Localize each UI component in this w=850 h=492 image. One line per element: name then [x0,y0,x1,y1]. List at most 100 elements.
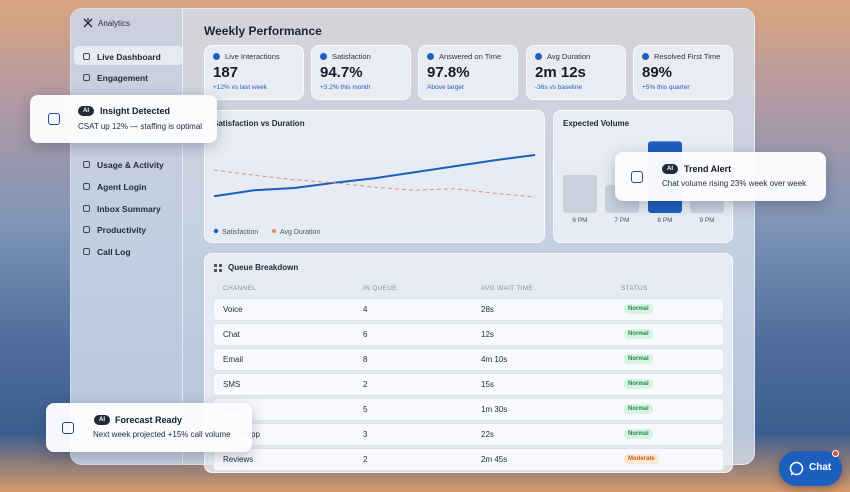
brand: Analytics [98,19,131,28]
nav-item[interactable]: Usage & Activity [97,160,164,170]
line [213,169,536,198]
table-cell: 12s [481,330,494,339]
legend-swatch [213,228,219,234]
nav-active [74,46,183,65]
kpi-card [526,45,626,100]
nav-item[interactable]: Engagement [97,73,149,83]
legend-label: Avg Duration [280,229,320,236]
table-row [213,298,724,321]
nav-item[interactable]: Productivity [97,225,147,235]
status-pill: Normal [624,329,653,339]
x-tick-label: 7 PM [614,217,629,224]
kpi-icon [535,53,542,60]
table-row [213,348,724,371]
legend-label: Satisfaction [222,229,258,236]
alert-text: Next week projected +15% call volume [93,430,231,439]
kpi-value: 94.7% [320,64,363,81]
alert-card: AI Forecast Ready Next week projected +15%… [46,403,252,452]
table-row [213,448,724,471]
table-cell: Email [223,355,244,364]
table-cell: Reviews [223,455,254,464]
chart-title: Expected Volume [563,119,630,128]
kpi-icon [213,53,220,60]
alert-text: Chat volume rising 23% week over week [662,179,807,188]
kpi-delta: +5% this quarter [642,84,690,91]
ai-badge: AI [94,415,110,425]
legend-swatch [271,228,277,234]
kpi-delta: -36s vs baseline [535,84,582,91]
status-pill: Normal [624,429,653,439]
kpi-card [633,45,733,100]
table-row [213,323,724,346]
kpi-label: Satisfaction [332,52,371,61]
table-cell: 28s [481,305,494,314]
nav-item[interactable]: Live Dashboard [97,52,161,62]
chat-label: Chat [809,462,832,473]
bar [563,174,597,213]
alert-card: AI Trend Alert Chat volume rising 23% week… [615,152,826,201]
table-cell: 8 [363,355,368,364]
table-cell: 22s [481,430,494,439]
table-cell: 4m 10s [481,355,508,364]
nav-icon [83,74,90,81]
table-cell: 2m 45s [481,455,508,464]
table-cell: 2 [363,380,368,389]
table-cell: Chat [223,330,240,339]
alert-icon [62,421,74,434]
kpi-label: Answered on Time [439,52,502,61]
kpi-card [204,45,304,100]
grid-icon [214,264,222,272]
kpi-icon [320,53,327,60]
sidebar [70,8,183,465]
status-pill: Moderate [624,454,659,464]
nav-item[interactable]: Inbox Summary [97,204,161,214]
status-pill: Normal [624,304,653,314]
x-tick-label: 6 PM [572,217,587,224]
x-tick-label: 9 PM [699,217,714,224]
alert-card: AI Insight Detected CSAT up 12% — staffing… [30,95,217,143]
kpi-value: 89% [642,64,673,81]
nav-icon [83,205,90,212]
table-cell: 3 [363,430,368,439]
kpi-delta: +12% vs last week [213,84,268,91]
column-header: IN QUEUE [363,285,397,292]
kpi-value: 2m 12s [535,64,586,81]
nav-icon [83,183,90,190]
alert-title: Insight Detected [100,106,171,116]
kpi-label: Resolved First Time [654,52,721,61]
kpi-icon [427,53,434,60]
table-cell: 2 [363,455,368,464]
chat-button[interactable]: Chat [779,450,842,486]
nav-icon [83,226,90,233]
table-cell: Voice [223,305,243,314]
brand-icon [83,18,93,28]
table-row [213,373,724,396]
nav-item[interactable]: Agent Login [97,182,147,192]
table-cell: 1m 30s [481,405,508,414]
ai-badge: AI [78,106,94,116]
x-tick-label: 8 PM [657,217,672,224]
nav-icon [83,53,90,60]
kpi-icon [642,53,649,60]
alert-icon [631,170,643,183]
kpi-label: Live Interactions [225,52,280,61]
table-cell: 15s [481,380,494,389]
column-header: CHANNEL [223,285,257,292]
status-pill: Normal [624,379,653,389]
kpi-delta: +3.2% this month [320,84,371,91]
kpi-card [418,45,518,100]
kpi-value: 187 [213,64,239,81]
alert-text: CSAT up 12% — staffing is optimal [78,122,203,131]
table-cell: 4 [363,305,368,314]
kpi-label: Avg Duration [547,52,591,61]
notification-dot [832,450,839,457]
line-chart-card [204,110,545,243]
nav-item[interactable]: Call Log [97,247,131,257]
kpi-card [311,45,411,100]
table-cell: 6 [363,330,368,339]
nav-icon [83,161,90,168]
column-header: STATUS [621,285,648,292]
alert-title: Forecast Ready [115,415,183,425]
bar [690,197,724,213]
column-header: AVG WAIT TIME [481,285,534,292]
